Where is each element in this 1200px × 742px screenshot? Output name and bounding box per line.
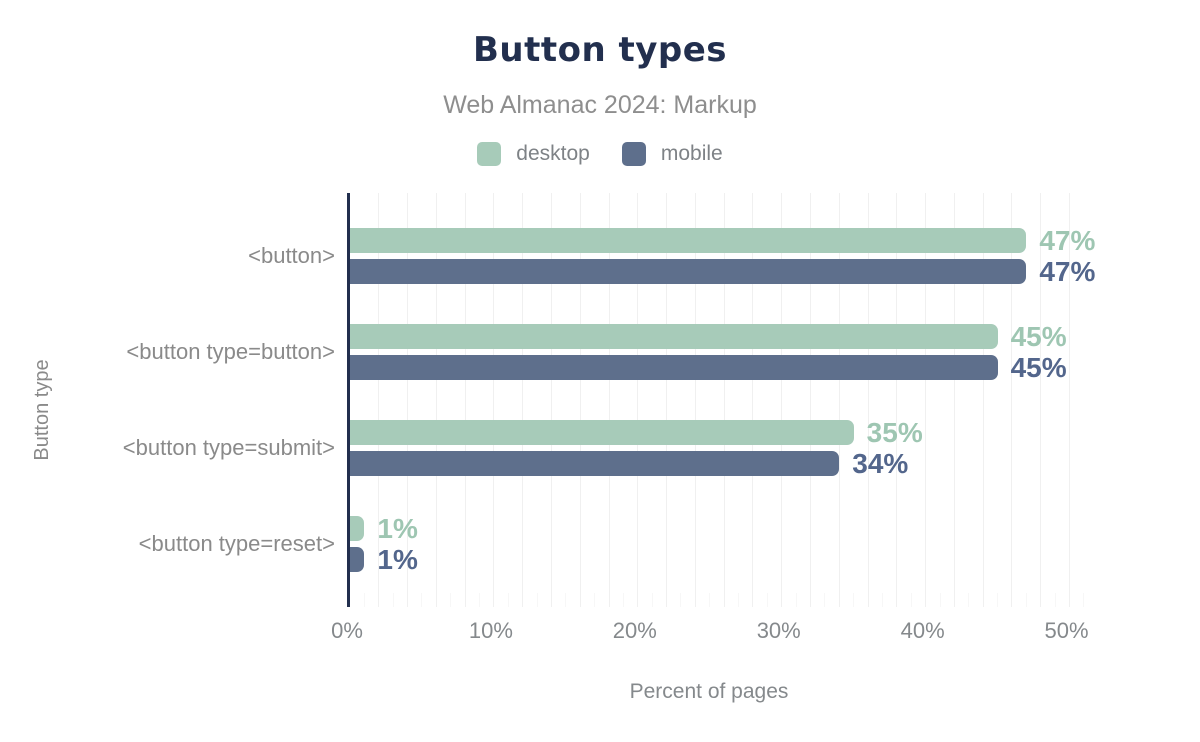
category-label: <button> bbox=[248, 243, 335, 268]
category-label: <button type=button> bbox=[126, 339, 335, 364]
gridline bbox=[781, 193, 783, 607]
gridline bbox=[666, 193, 668, 607]
gridline bbox=[694, 193, 696, 607]
bar-desktop bbox=[350, 228, 1027, 253]
x-tick-label: 0% bbox=[331, 618, 363, 643]
minor-gridline-tick bbox=[824, 593, 826, 607]
minor-gridline-tick bbox=[968, 593, 970, 607]
gridline bbox=[810, 193, 811, 607]
category-label: <button type=reset> bbox=[138, 531, 335, 556]
minor-gridline-tick bbox=[853, 593, 855, 607]
bar-mobile bbox=[350, 355, 998, 380]
gridline bbox=[867, 193, 869, 607]
gridline bbox=[838, 193, 840, 607]
legend-item-mobile: mobile bbox=[621, 142, 723, 166]
minor-gridline-tick bbox=[680, 593, 682, 607]
legend-swatch-desktop-icon bbox=[477, 142, 502, 166]
minor-gridline-tick bbox=[795, 593, 797, 607]
value-label-mobile: 1% bbox=[377, 544, 418, 575]
bar-mobile bbox=[350, 259, 1027, 284]
minor-gridline-tick bbox=[709, 593, 711, 607]
minor-gridline-tick bbox=[651, 593, 653, 607]
minor-gridline-tick bbox=[766, 593, 768, 607]
minor-gridline-tick bbox=[536, 593, 538, 607]
legend-swatch-mobile-icon bbox=[621, 142, 646, 166]
gridline bbox=[723, 193, 725, 607]
chart-title: Button types bbox=[472, 30, 728, 70]
minor-gridline-tick bbox=[881, 593, 883, 607]
gridline bbox=[464, 193, 466, 607]
value-label-mobile: 45% bbox=[1010, 352, 1067, 383]
legend-label-mobile: mobile bbox=[660, 142, 723, 165]
value-label-desktop: 47% bbox=[1039, 225, 1096, 256]
legend-item-desktop: desktop bbox=[477, 142, 590, 166]
bar-desktop bbox=[350, 324, 998, 349]
minor-gridline-tick bbox=[622, 593, 624, 607]
minor-gridline-tick bbox=[507, 593, 509, 607]
gridline bbox=[550, 193, 552, 607]
gridline bbox=[522, 193, 524, 607]
x-tick-label: 10% bbox=[468, 618, 513, 643]
x-axis-title: Percent of pages bbox=[629, 680, 789, 703]
gridline bbox=[579, 193, 581, 607]
minor-gridline-tick bbox=[479, 593, 481, 607]
bar-mobile bbox=[350, 451, 840, 476]
value-label-mobile: 47% bbox=[1039, 256, 1096, 287]
gridline bbox=[1011, 193, 1013, 607]
value-label-desktop: 1% bbox=[377, 513, 418, 544]
legend: desktop mobile bbox=[0, 142, 1200, 166]
x-tick-label: 20% bbox=[612, 618, 657, 643]
value-label-mobile: 34% bbox=[852, 448, 909, 479]
gridline bbox=[493, 193, 495, 607]
plot-area: 47% 47% 45% 45% 35% 34% 1% 1% bbox=[347, 193, 1096, 607]
minor-gridline-tick bbox=[565, 593, 567, 607]
value-label-desktop: 45% bbox=[1010, 321, 1067, 352]
chart-subtitle: Web Almanac 2024: Markup bbox=[443, 91, 757, 119]
y-axis-title: Button type bbox=[31, 359, 53, 461]
minor-gridline-tick bbox=[997, 593, 999, 607]
minor-gridline-tick bbox=[594, 593, 596, 607]
gridline bbox=[953, 193, 955, 607]
legend-label-desktop: desktop bbox=[516, 142, 590, 165]
minor-gridline-tick bbox=[910, 593, 912, 607]
minor-gridline-tick bbox=[939, 593, 941, 607]
gridline bbox=[435, 193, 437, 607]
minor-gridline-tick bbox=[738, 593, 740, 607]
bar-mobile bbox=[350, 547, 365, 572]
gridline bbox=[407, 193, 409, 607]
gridline bbox=[378, 193, 380, 607]
bar-desktop bbox=[350, 420, 854, 445]
minor-gridline-tick bbox=[1054, 593, 1056, 607]
value-label-desktop: 35% bbox=[866, 417, 923, 448]
minor-gridline-tick bbox=[421, 593, 423, 607]
gridline bbox=[752, 193, 754, 607]
x-tick-label: 30% bbox=[756, 618, 801, 643]
minor-gridline-tick bbox=[363, 593, 365, 607]
minor-gridline-tick bbox=[450, 593, 452, 607]
minor-gridline-tick bbox=[1025, 593, 1027, 607]
gridline bbox=[1040, 193, 1042, 607]
minor-gridline-tick bbox=[1083, 593, 1085, 607]
category-label: <button type=submit> bbox=[122, 435, 335, 460]
x-tick-label: 50% bbox=[1044, 618, 1089, 643]
x-tick-label: 40% bbox=[900, 618, 945, 643]
gridline bbox=[982, 193, 984, 607]
gridline bbox=[896, 193, 898, 607]
gridline bbox=[637, 193, 639, 607]
minor-gridline-tick bbox=[392, 593, 394, 607]
gridline bbox=[925, 193, 927, 607]
gridline bbox=[608, 193, 610, 607]
gridline bbox=[1069, 193, 1071, 607]
bar-desktop bbox=[350, 516, 365, 541]
